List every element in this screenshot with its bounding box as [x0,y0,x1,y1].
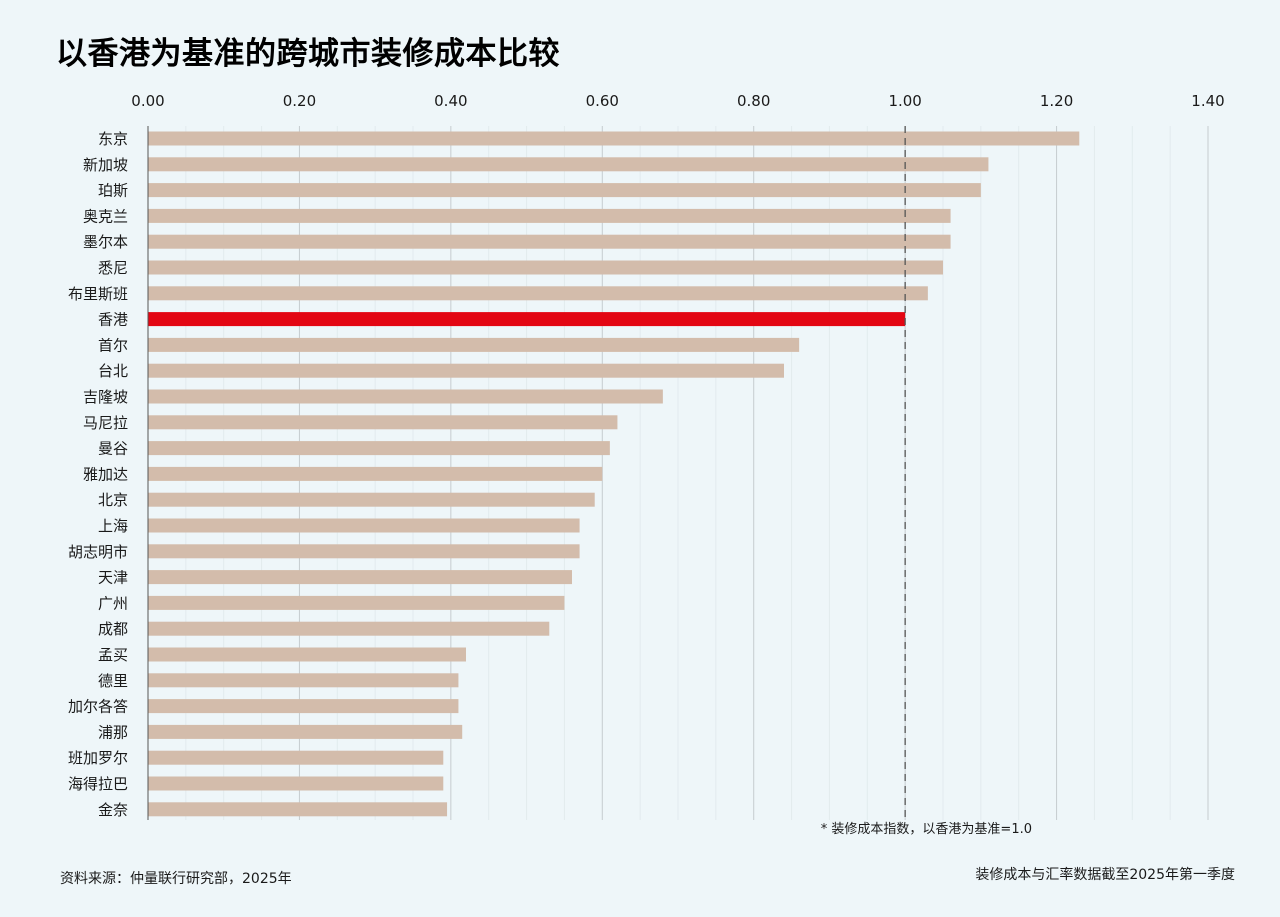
bar [148,621,550,636]
bar [148,673,459,688]
category-label: 吉隆坡 [83,388,128,406]
category-label: 雅加达 [83,465,128,483]
category-label: 海得拉巴 [68,775,128,793]
bar [148,208,951,223]
bar [148,492,595,507]
bar [148,131,1080,146]
bar [148,724,463,739]
bar [148,389,663,404]
bars [148,131,1080,817]
bar [148,802,448,817]
category-labels: 东京新加坡珀斯奥克兰墨尔本悉尼布里斯班香港首尔台北吉隆坡马尼拉曼谷雅加达北京上海… [68,130,128,819]
category-label: 悉尼 [98,259,128,277]
x-tick-label: 0.20 [283,92,316,110]
x-tick-label: 0.60 [586,92,619,110]
category-label: 东京 [98,130,128,148]
category-label: 成都 [98,620,128,638]
bar [148,595,565,610]
category-label: 北京 [98,491,128,509]
category-label: 首尔 [98,336,128,354]
bar [148,544,580,559]
category-label: 浦那 [98,723,128,741]
category-label: 广州 [98,594,128,612]
x-tick-label: 1.20 [1040,92,1073,110]
bar [148,776,444,791]
bar [148,234,951,249]
category-label: 新加坡 [83,156,128,174]
chart-title: 以香港为基准的跨城市装修成本比较 [56,36,560,72]
bar [148,415,618,430]
bar [148,518,580,533]
bar [148,183,981,198]
category-label: 曼谷 [98,440,128,458]
bar [148,570,572,585]
source-note: 资料来源：仲量联行研究部，2025年 [60,871,292,887]
category-label: 马尼拉 [83,414,128,432]
bar [148,441,610,456]
bar [148,647,466,662]
data-date-note: 装修成本与汇率数据截至2025年第一季度 [975,867,1235,883]
category-label: 金奈 [98,801,128,819]
index-note: * 装修成本指数，以香港为基准=1.0 [821,822,1032,837]
category-label: 上海 [98,517,128,535]
category-label: 奥克兰 [83,207,128,225]
category-label: 孟买 [98,646,128,664]
category-label: 香港 [98,311,128,329]
bar [148,286,928,301]
bar [148,750,444,765]
x-tick-label: 1.00 [888,92,921,110]
x-tick-label: 0.80 [737,92,770,110]
bar [148,699,459,714]
category-label: 台北 [98,362,128,380]
x-tick-labels: 0.00 0.20 0.40 0.60 0.80 1.00 1.20 1.40 [131,92,1224,110]
category-label: 胡志明市 [68,543,128,561]
bar [148,363,784,378]
bar [148,337,800,352]
bar [148,260,943,275]
category-label: 珀斯 [98,182,128,200]
category-label: 加尔各答 [68,698,128,716]
x-tick-label: 0.00 [131,92,164,110]
x-tick-label: 1.40 [1191,92,1224,110]
category-label: 天津 [98,569,128,587]
category-label: 德里 [98,672,128,690]
x-tick-label: 0.40 [434,92,467,110]
bar-highlight [148,312,906,327]
category-label: 墨尔本 [83,233,128,251]
category-label: 布里斯班 [68,285,128,303]
bar [148,157,989,172]
bar [148,466,603,481]
category-label: 班加罗尔 [68,749,128,767]
